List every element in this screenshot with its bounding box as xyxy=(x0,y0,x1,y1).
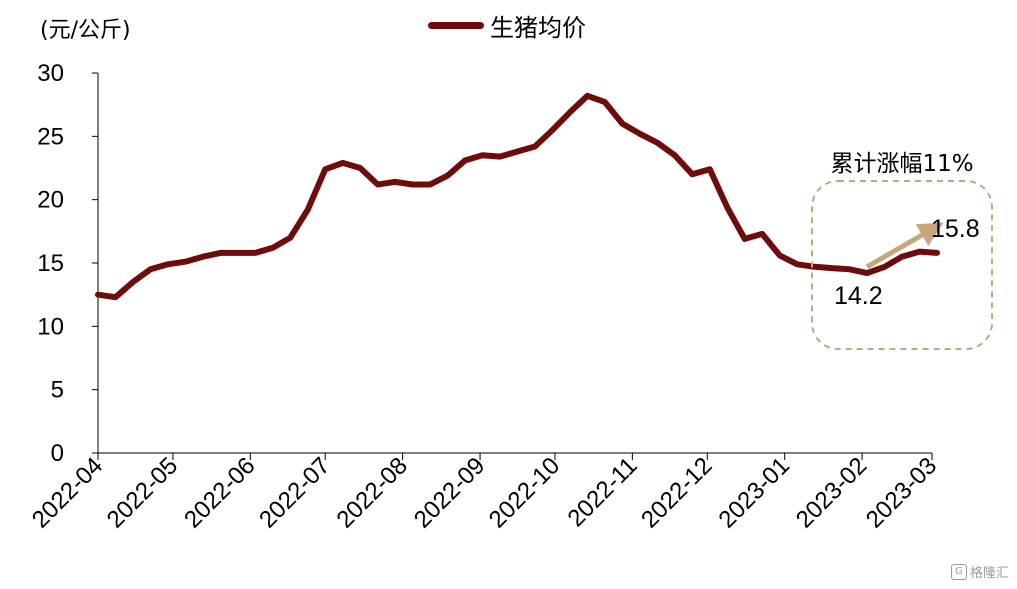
y-tick-label: 0 xyxy=(51,440,64,467)
x-tick-label: 2023-02 xyxy=(791,452,872,533)
legend-label: 生猪均价 xyxy=(490,14,586,42)
series-line-pig-price xyxy=(95,92,940,301)
start-value-label: 14.2 xyxy=(834,282,883,310)
y-tick-label: 10 xyxy=(37,313,64,340)
x-tick-label: 2022-07 xyxy=(254,452,335,533)
y-tick-label: 25 xyxy=(37,123,64,150)
x-tick-label: 2022-08 xyxy=(332,452,413,533)
y-tick-label: 5 xyxy=(51,377,64,404)
annotation-title: 累计涨幅11% xyxy=(830,151,973,177)
y-axis-unit-label: (元/公斤) xyxy=(40,18,131,43)
watermark-logo-icon: G xyxy=(950,563,967,580)
x-tick-label: 2022-06 xyxy=(179,452,260,533)
x-tick-label: 2022-05 xyxy=(102,452,183,533)
legend: 生猪均价 xyxy=(428,8,586,43)
end-value-label: 15.8 xyxy=(931,215,980,243)
watermark-text: 格隆汇 xyxy=(969,566,1009,581)
y-tick-label: 15 xyxy=(37,250,64,277)
x-tick-label: 2023-01 xyxy=(714,452,795,533)
y-tick-label: 20 xyxy=(37,187,64,214)
x-tick-label: 2023-03 xyxy=(861,452,942,533)
legend-swatch xyxy=(428,22,484,29)
y-tick-label: 30 xyxy=(37,60,64,87)
annotation-box xyxy=(811,180,993,350)
x-tick-label: 2022-11 xyxy=(562,452,642,532)
x-tick-label: 2022-12 xyxy=(636,452,717,533)
annotation-arrow xyxy=(865,222,944,269)
x-tick-label: 2022-09 xyxy=(409,452,490,533)
watermark: G 格隆汇 xyxy=(950,562,1009,581)
x-tick-label: 2022-10 xyxy=(484,452,565,533)
x-tick-label: 2022-04 xyxy=(27,452,108,533)
